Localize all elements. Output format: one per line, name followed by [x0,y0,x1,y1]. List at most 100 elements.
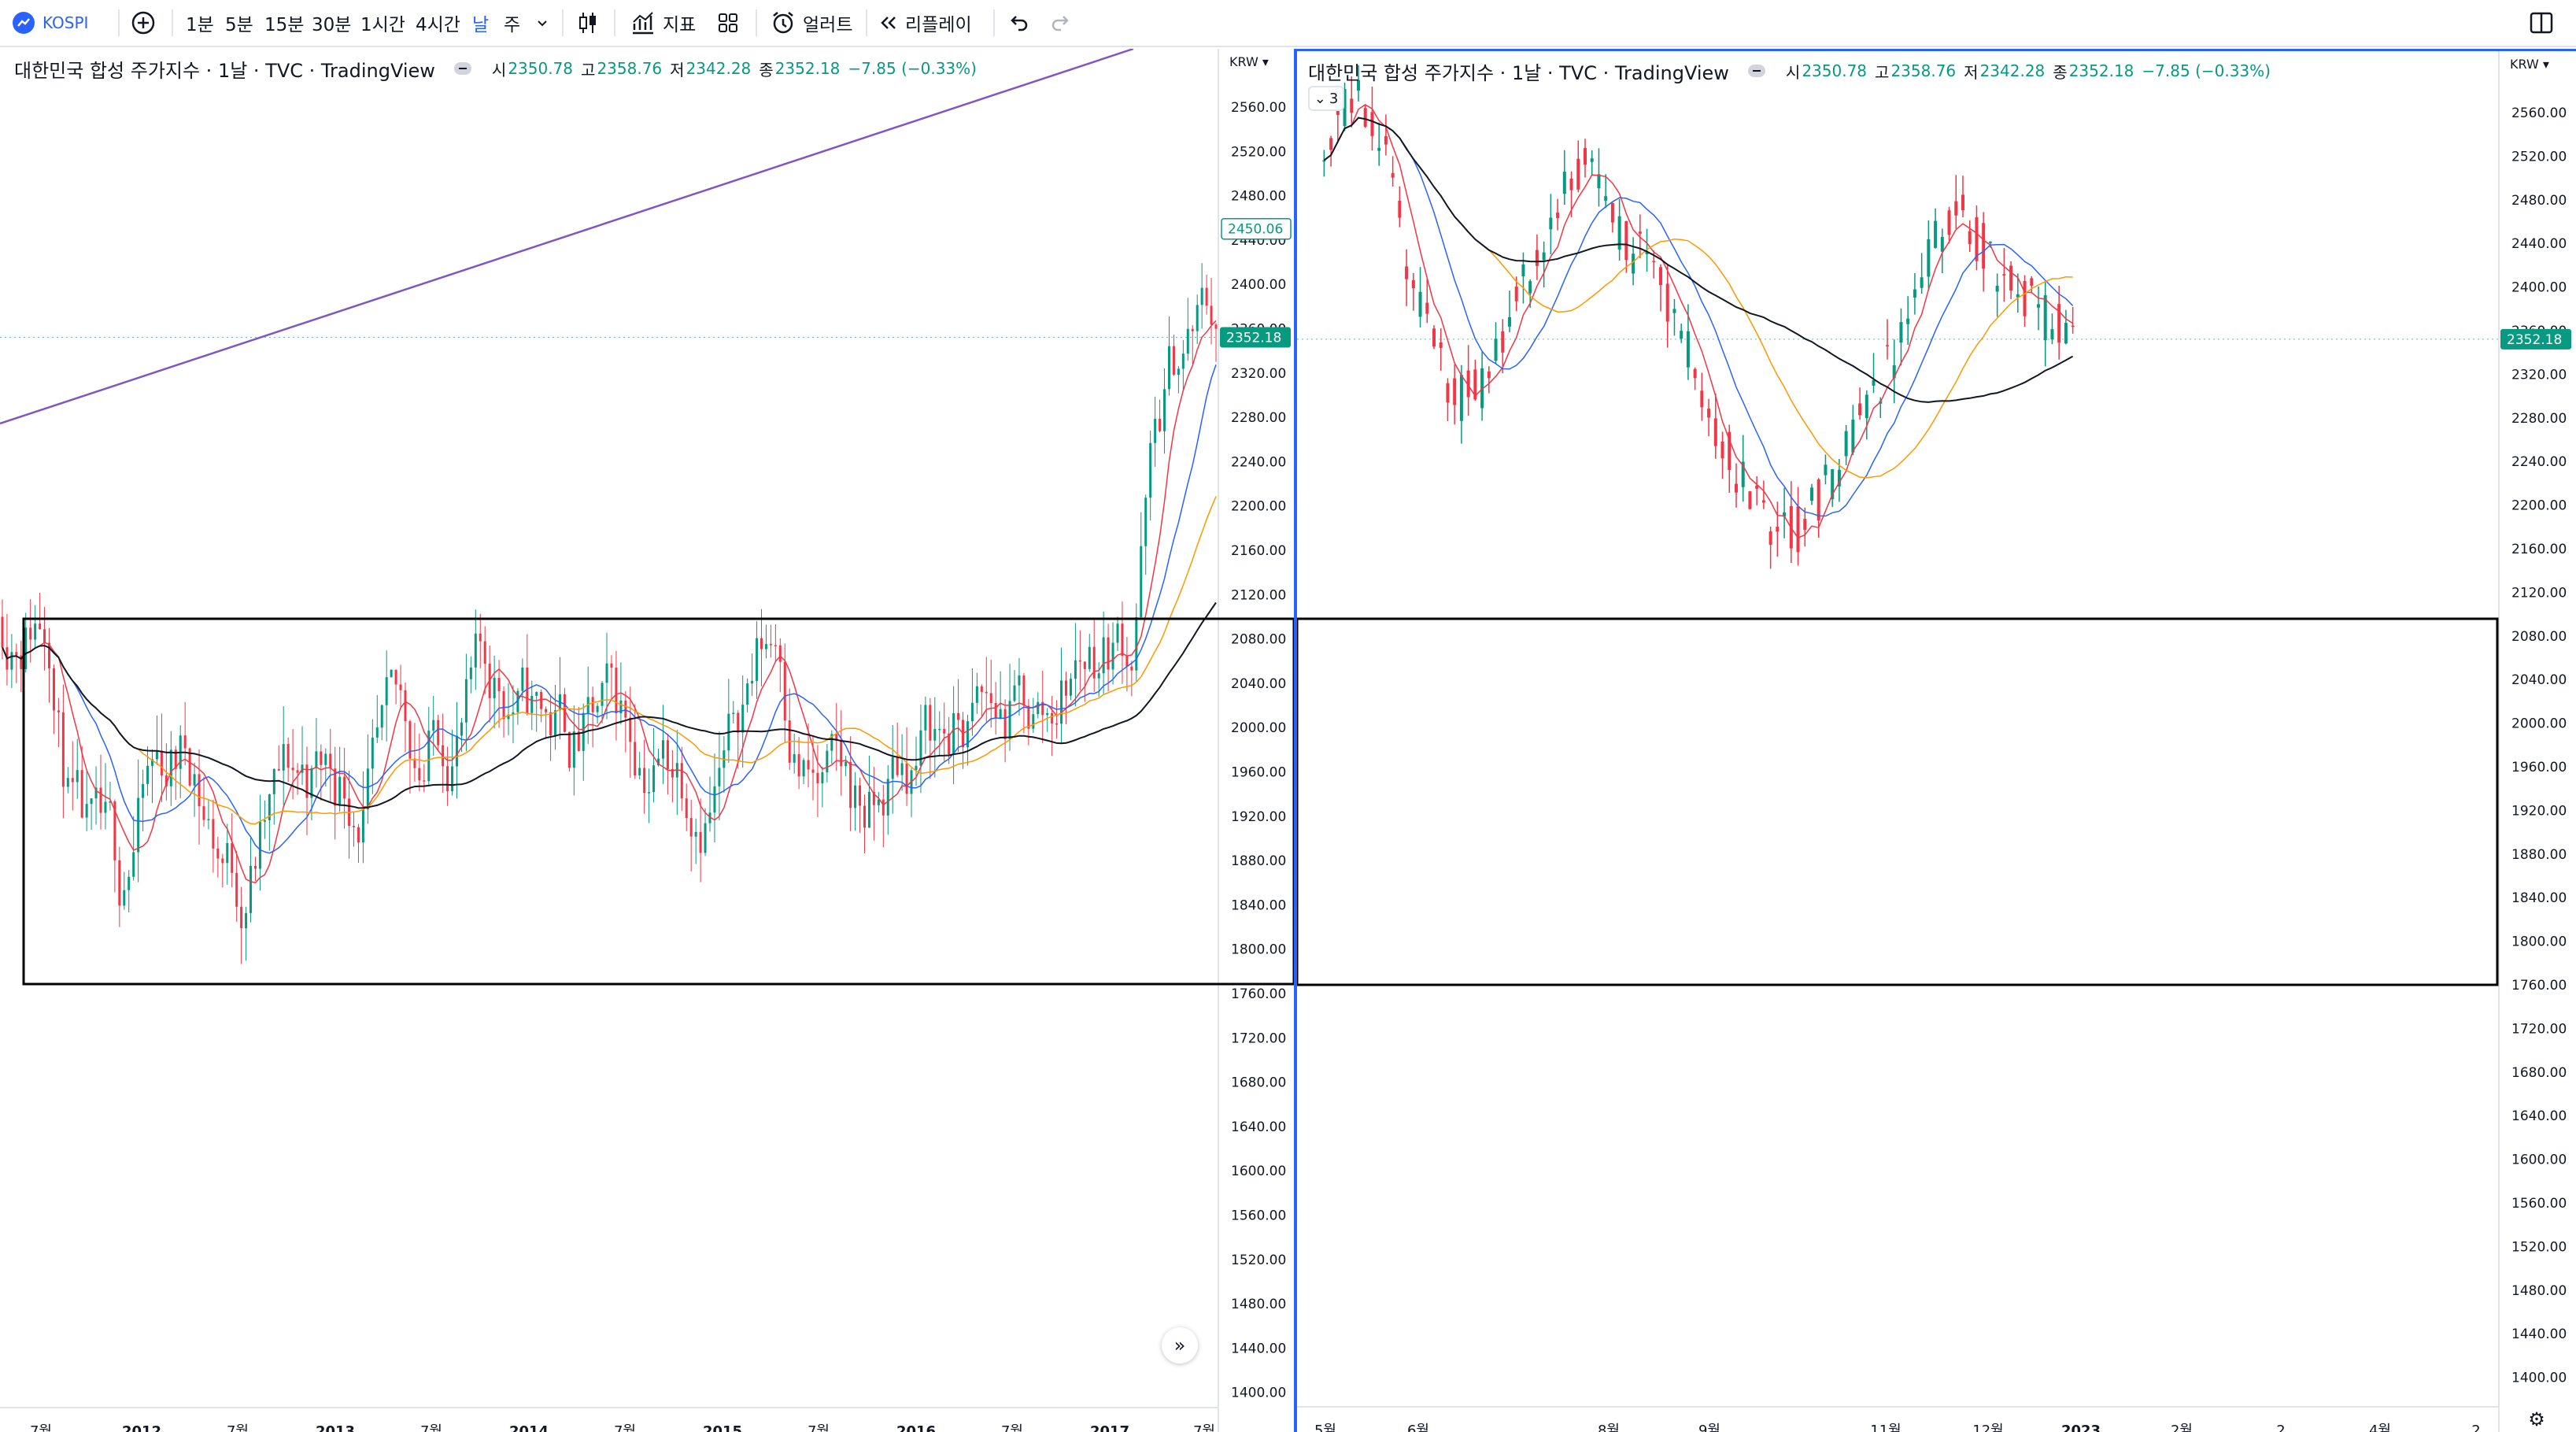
chart-pane-right[interactable]: KRW ▾ 2560.00 2520.00 2480.00 2440.00 2400.00… [1294,49,2576,1432]
candle-body [371,737,374,769]
low-value: 2342.28 [1979,61,2046,80]
symbol-search-button[interactable]: KOSPI [13,0,88,46]
candle-body [1528,281,1532,294]
candle-body [132,852,135,877]
interval-1m[interactable]: 1분 [186,15,214,35]
currency-label: KRW ▾ [1229,54,1269,69]
candle-body [1906,318,1910,324]
candle-body [591,697,594,712]
last-price-label: 2352.18 [2507,332,2562,348]
candle-body [821,772,824,784]
gear-icon[interactable]: ⚙ [2528,1408,2545,1430]
candle-body [540,692,543,709]
candle-body [1713,418,1717,446]
indicator-count: 3 [1329,90,1339,107]
candle-body [886,779,889,816]
layout-button[interactable] [2528,0,2555,46]
price-axis [1218,49,1294,1432]
interval-5m[interactable]: 5분 [225,15,253,35]
candle-body [943,728,946,734]
y-tick-label: 2320.00 [2511,367,2567,383]
ma-orange-line [2,496,1217,825]
y-tick-label: 2120.00 [1231,587,1286,603]
indicators-button[interactable]: 지표 [630,0,696,46]
candle-body [240,906,243,929]
x-tick-label: 9월 [1698,1423,1720,1432]
toolbar-divider [756,9,757,36]
price-chart-left[interactable]: KRW ▾2560.002520.002480.002440.002400.00… [0,49,1294,1432]
candle-body [29,627,32,640]
candle-body [563,694,566,732]
indicators-collapse-button[interactable]: ⌄ 3 [1308,86,1344,111]
candle-body [948,733,951,755]
candle-body [151,759,153,766]
y-tick-label: 1480.00 [2511,1283,2567,1299]
price-chart-right[interactable]: KRW ▾ 2560.00 2520.00 2480.00 2440.00 2400.00… [1297,51,2576,1432]
interval-day[interactable]: 날 [472,15,490,35]
candle-body [751,680,754,684]
candle-body [1899,322,1903,343]
alerts-button[interactable]: 얼러트 [770,0,852,46]
candle-body [1473,369,1477,400]
candle-body [1680,331,1683,339]
candle-body [1824,464,1828,475]
candle-body [1604,196,1608,202]
replay-button[interactable]: 리플레이 [877,0,972,46]
candle-body [919,730,922,766]
candle-body [975,686,978,703]
interval-week[interactable]: 주 [504,15,521,35]
candle-body [512,712,515,715]
scroll-to-realtime-button[interactable]: » [1162,1327,1198,1364]
undo-button[interactable] [1006,0,1029,46]
candle-body [94,787,98,799]
legend-hide-icon[interactable] [453,62,471,75]
price-marker-label: 2450.06 [1228,222,1283,238]
candle-body [2071,325,2075,327]
chart-type-button[interactable] [576,0,600,46]
interval-15m[interactable]: 15분 [264,15,305,35]
candle-body [193,774,196,786]
candle-body [900,763,904,775]
x-tick-label: 2015 [703,1423,742,1432]
candle-body [137,797,140,853]
candle-body [253,866,257,869]
candle-body [90,798,93,805]
candle-body [807,760,810,770]
chart-pane-left[interactable]: KRW ▾ 2560.00 2520.00 2480.00 2440.00 2400.00… [0,49,1294,1432]
candle-body [20,655,23,669]
candle-body [469,667,472,679]
redo-button[interactable] [1050,0,1074,46]
interval-dropdown-button[interactable] [535,0,549,46]
candle-body [1556,213,1560,219]
candle-body [1205,287,1208,306]
candle-body [1163,389,1166,431]
y-tick-label: 2520.00 [1231,144,1286,160]
interval-1h[interactable]: 1시간 [360,15,405,35]
candle-body [1700,390,1704,408]
candle-body [1041,701,1044,716]
x-tick-label: 7월 [614,1423,636,1432]
candle-body [835,734,838,742]
interval-30m[interactable]: 30분 [312,15,352,35]
plus-circle-icon [131,11,155,35]
candle-body [567,731,571,768]
templates-button[interactable] [716,0,740,46]
candle-body [104,801,107,813]
candle-body [689,818,693,837]
candle-body [315,751,318,768]
alarm-clock-icon [773,12,793,34]
interval-4h[interactable]: 4시간 [416,15,460,35]
candle-body [980,686,983,692]
x-tick-label: 7월 [30,1423,52,1432]
candle-body [1398,200,1402,218]
rectangle-drawing [22,617,1294,986]
candle-body [1521,264,1525,276]
candle-body [1913,289,1916,298]
candle-body [423,780,426,782]
add-symbol-button[interactable] [130,0,157,46]
low-label: 저 [1964,62,1979,82]
candle-body [2064,323,2068,344]
legend-hide-icon[interactable] [1747,65,1765,77]
candle-body [1181,353,1185,369]
candle-body [1632,253,1635,274]
